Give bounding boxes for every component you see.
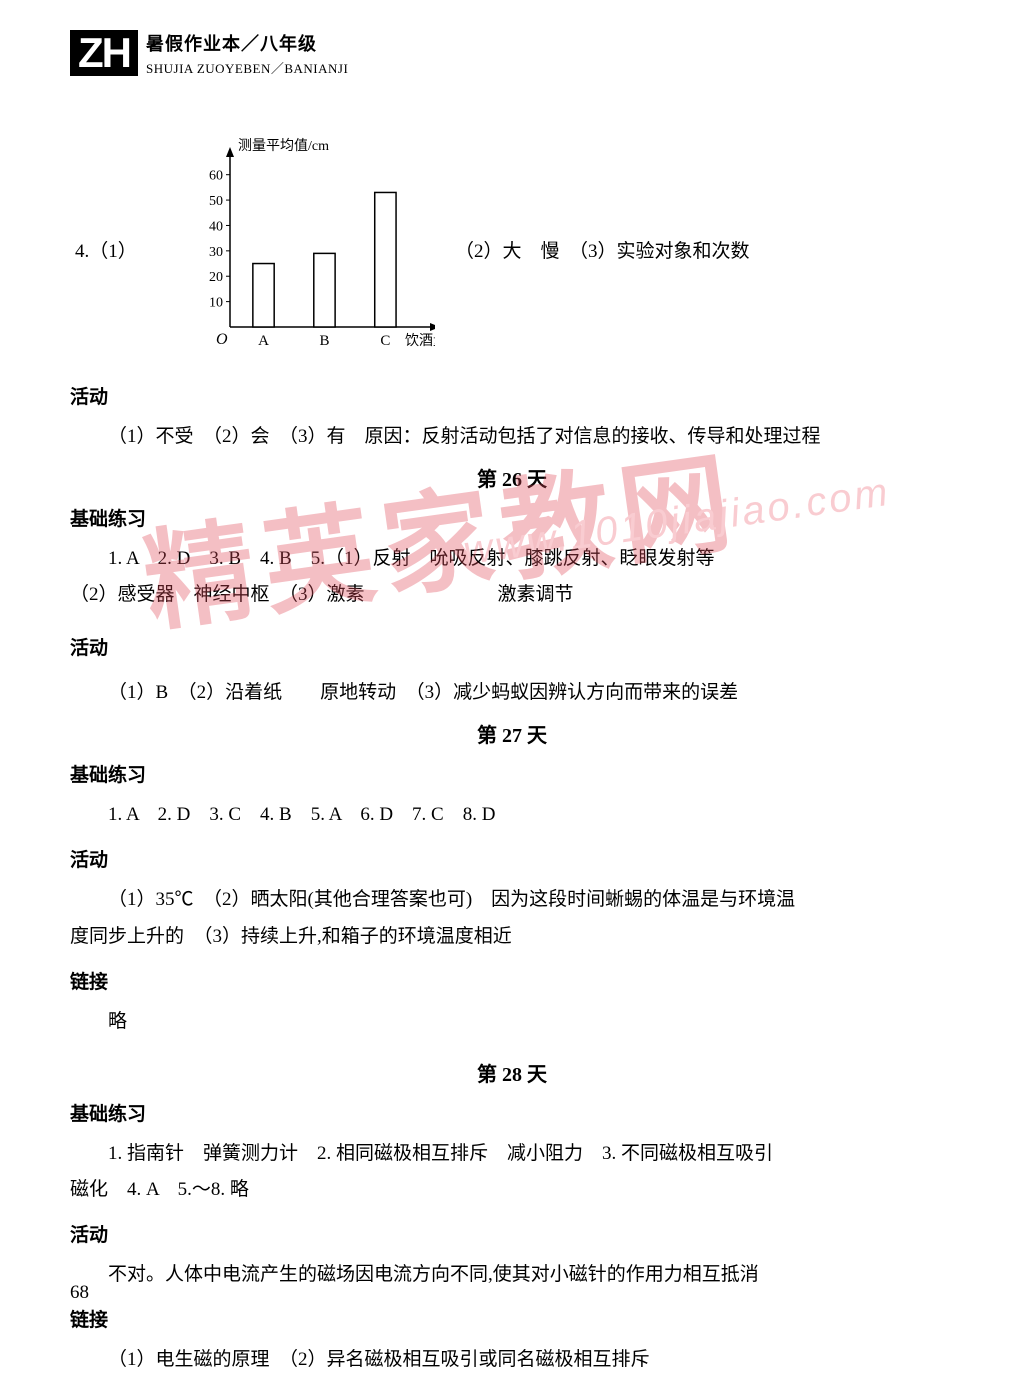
day27-link-title: 链接	[70, 967, 954, 994]
day27-activity-title: 活动	[70, 845, 954, 872]
day27-basic-line: 1. A 2. D 3. C 4. B 5. A 6. D 7. C 8. D	[70, 797, 954, 833]
day-27-title: 第 27 天	[70, 719, 954, 748]
q4-label: 4.（1）	[70, 236, 200, 263]
day26-basic-line2: （2）感受器 神经中枢 （3）激素 激素调节	[70, 577, 954, 613]
svg-text:50: 50	[209, 194, 223, 209]
day27-basic-title: 基础练习	[70, 760, 954, 787]
logo: ZH	[70, 30, 138, 76]
day26-basic-line1: 1. A 2. D 3. B 4. B 5.（1）反射 吮吸反射、膝跳反射、眨眼…	[70, 541, 954, 577]
day28-basic-line2: 磁化 4. A 5.～8. 略	[70, 1172, 954, 1208]
svg-text:B: B	[319, 333, 329, 349]
day26-activity-title: 活动	[70, 633, 954, 660]
svg-text:10: 10	[209, 296, 223, 311]
activity1-line: （1）不受 （2）会 （3）有 原因：反射活动包括了对信息的接收、传导和处理过程	[70, 419, 954, 455]
page-number: 68	[70, 1282, 89, 1304]
day27-link-line: 略	[70, 1004, 954, 1040]
svg-text:C: C	[380, 333, 390, 349]
bar-chart-svg: 10 20 30 40 50 60 测量平均值/cm O A B C 饮酒量	[185, 137, 435, 357]
svg-text:20: 20	[209, 270, 223, 285]
header-title-cn: 暑假作业本／八年级	[146, 30, 348, 56]
svg-text:饮酒量: 饮酒量	[405, 333, 435, 349]
day27-activity-line2: 度同步上升的 （3）持续上升,和箱子的环境温度相近	[70, 919, 954, 955]
header-titles: 暑假作业本／八年级 SHUJIA ZUOYEBEN／BANIANJI	[146, 30, 348, 77]
svg-text:O: O	[216, 331, 228, 348]
day28-link-title: 链接	[70, 1305, 954, 1332]
day28-link-line: （1）电生磁的原理 （2）异名磁极相互吸引或同名磁极相互排斥	[70, 1342, 954, 1378]
day28-activity-line: 不对。人体中电流产生的磁场因电流方向不同,使其对小磁针的作用力相互抵消	[70, 1257, 954, 1293]
svg-text:测量平均值/cm: 测量平均值/cm	[238, 138, 329, 154]
header-title-en: SHUJIA ZUOYEBEN／BANIANJI	[146, 58, 348, 77]
svg-text:60: 60	[209, 169, 223, 184]
day28-basic-title: 基础练习	[70, 1099, 954, 1126]
question-4-row: 4.（1） 10 20 30 40 50 60 测量平均值/cm O A B C 饮酒量 （2）大 慢…	[70, 137, 954, 362]
svg-text:A: A	[258, 333, 269, 349]
day-26-title: 第 26 天	[70, 463, 954, 492]
day28-basic-line1: 1. 指南针 弹簧测力计 2. 相同磁极相互排斥 减小阻力 3. 不同磁极相互吸…	[70, 1136, 954, 1172]
page-header: ZH 暑假作业本／八年级 SHUJIA ZUOYEBEN／BANIANJI	[70, 30, 954, 77]
q4-right-text: （2）大 慢 （3）实验对象和次数	[455, 236, 750, 263]
day28-activity-title: 活动	[70, 1220, 954, 1247]
section-activity-1: 活动	[70, 382, 954, 409]
day26-basic-title: 基础练习	[70, 504, 954, 531]
svg-text:40: 40	[209, 219, 223, 234]
svg-text:30: 30	[209, 245, 223, 260]
day-28-title: 第 28 天	[70, 1058, 954, 1087]
day27-activity-line1: （1）35℃ （2）晒太阳(其他合理答案也可) 因为这段时间蜥蜴的体温是与环境温	[70, 882, 954, 918]
bar-chart: 10 20 30 40 50 60 测量平均值/cm O A B C 饮酒量	[185, 137, 435, 362]
day26-activity-line: （1）B （2）沿着纸 原地转动 （3）减少蚂蚁因辨认方向而带来的误差	[70, 675, 954, 711]
